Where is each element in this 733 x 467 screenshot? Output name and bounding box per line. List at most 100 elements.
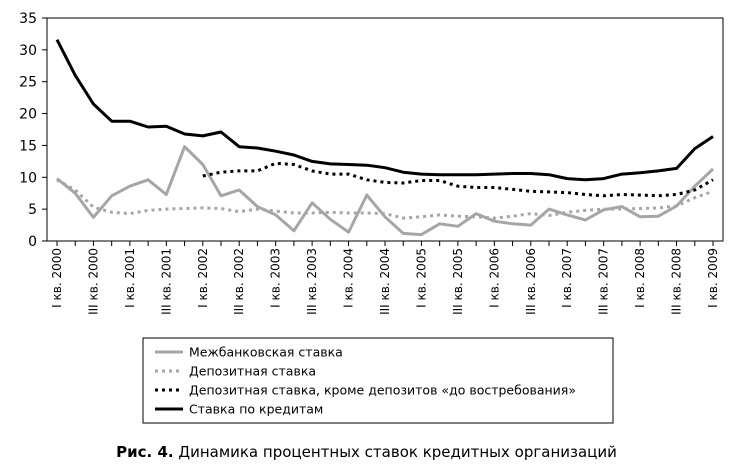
- data-point: [220, 195, 222, 197]
- data-point: [166, 126, 168, 128]
- y-tick-label: 30: [19, 43, 37, 59]
- data-point: [439, 180, 441, 182]
- data-point: [421, 234, 423, 236]
- x-tick-label: III кв. 2001: [159, 248, 173, 315]
- data-point: [366, 194, 368, 196]
- data-point: [530, 191, 532, 193]
- data-point: [384, 182, 386, 184]
- data-point: [457, 185, 459, 187]
- data-point: [585, 219, 587, 221]
- data-point: [147, 179, 149, 181]
- data-point: [621, 208, 623, 210]
- x-tick-label: III кв. 2004: [378, 248, 392, 315]
- data-point: [694, 148, 696, 150]
- data-point: [676, 205, 678, 207]
- data-point: [603, 208, 605, 210]
- data-point: [475, 213, 477, 215]
- data-point: [348, 164, 350, 166]
- data-point: [639, 172, 641, 174]
- data-point: [585, 210, 587, 212]
- data-point: [384, 213, 386, 215]
- y-tick-label: 5: [28, 202, 37, 218]
- data-point: [111, 120, 113, 122]
- data-point: [694, 185, 696, 187]
- data-point: [694, 197, 696, 199]
- legend-entry: Депозитная ставка, кроме депозитов «до в…: [189, 383, 576, 398]
- data-point: [74, 189, 76, 191]
- x-tick-label: III кв. 2007: [597, 248, 611, 315]
- data-point: [257, 147, 259, 149]
- data-point: [220, 131, 222, 133]
- series-1: [56, 145, 715, 237]
- y-tick-label: 0: [28, 234, 37, 250]
- data-point: [603, 178, 605, 180]
- x-tick-label: I кв. 2006: [487, 248, 501, 308]
- data-point: [366, 179, 368, 181]
- x-tick-label: III кв. 2000: [86, 248, 100, 315]
- data-point: [93, 206, 95, 208]
- data-point: [238, 170, 240, 172]
- figure-caption: Рис. 4. Динамика процентных ставок креди…: [0, 443, 733, 461]
- data-point: [421, 173, 423, 175]
- data-point: [639, 208, 641, 210]
- y-tick-label: 15: [19, 138, 37, 154]
- data-point: [512, 173, 514, 175]
- series-line: [56, 145, 715, 237]
- x-tick-label: III кв. 2002: [232, 248, 246, 315]
- data-point: [457, 226, 459, 228]
- data-point: [676, 168, 678, 170]
- x-tick-label: I кв. 2003: [269, 248, 283, 308]
- data-point: [712, 168, 714, 170]
- y-tick-label: 25: [19, 75, 37, 91]
- data-point: [184, 208, 186, 210]
- data-point: [56, 39, 58, 41]
- data-point: [275, 214, 277, 216]
- data-point: [220, 171, 222, 173]
- data-point: [275, 163, 277, 165]
- series-line: [202, 161, 714, 198]
- data-point: [184, 133, 186, 135]
- data-point: [530, 213, 532, 215]
- data-point: [512, 189, 514, 191]
- data-point: [330, 212, 332, 214]
- x-tick-label: I кв. 2002: [196, 248, 210, 308]
- data-point: [129, 120, 131, 122]
- data-point: [402, 217, 404, 219]
- data-point: [330, 219, 332, 221]
- data-point: [111, 212, 113, 214]
- legend-entry: Ставка по кредитам: [189, 402, 323, 417]
- x-tick-label: I кв. 2007: [560, 248, 574, 308]
- data-point: [166, 208, 168, 210]
- series-3: [202, 161, 714, 198]
- data-point: [293, 154, 295, 156]
- data-point: [512, 223, 514, 225]
- data-point: [621, 206, 623, 208]
- data-point: [275, 150, 277, 152]
- series-line: [56, 178, 714, 220]
- data-point: [639, 194, 641, 196]
- data-point: [494, 173, 496, 175]
- data-point: [530, 173, 532, 175]
- data-point: [93, 103, 95, 105]
- series-2: [56, 178, 714, 220]
- data-point: [402, 182, 404, 184]
- data-point: [238, 211, 240, 213]
- data-point: [311, 170, 313, 172]
- data-point: [238, 189, 240, 191]
- data-point: [220, 208, 222, 210]
- legend-entry: Депозитная ставка: [189, 364, 316, 379]
- y-tick-label: 35: [19, 11, 37, 27]
- data-point: [74, 192, 76, 194]
- data-point: [56, 179, 58, 181]
- data-point: [129, 185, 131, 187]
- data-point: [421, 180, 423, 182]
- data-point: [548, 191, 550, 193]
- series-line: [55, 39, 714, 182]
- data-point: [202, 164, 204, 166]
- y-tick-label: 20: [19, 107, 37, 123]
- data-point: [585, 179, 587, 181]
- data-point: [293, 164, 295, 166]
- data-point: [275, 210, 277, 212]
- data-point: [147, 210, 149, 212]
- data-point: [548, 174, 550, 176]
